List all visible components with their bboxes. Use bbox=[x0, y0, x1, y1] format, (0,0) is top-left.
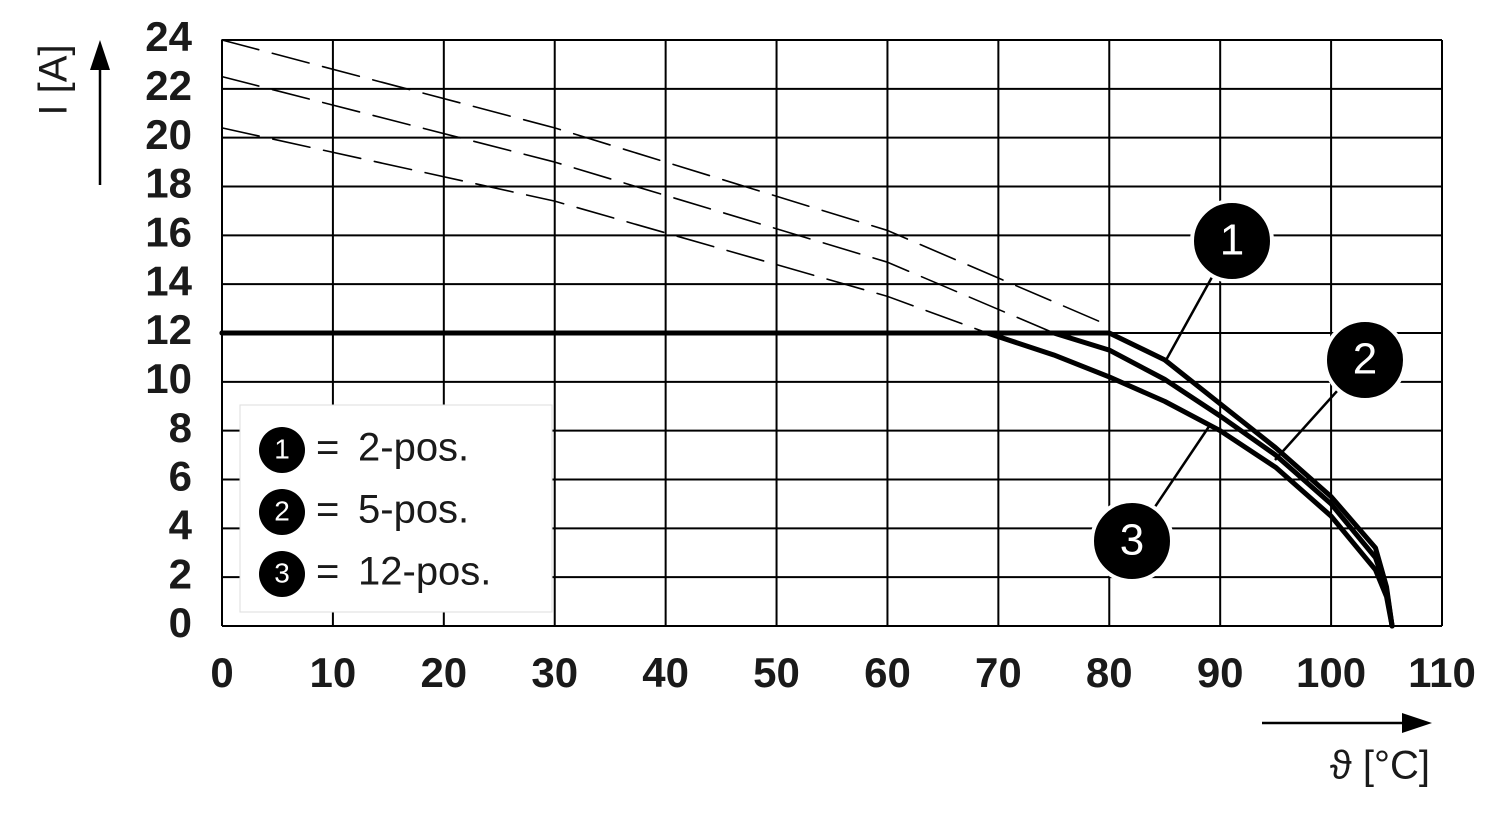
y-tick-label: 12 bbox=[145, 306, 192, 353]
derating-curve bbox=[219, 330, 1395, 629]
y-tick-label: 18 bbox=[145, 160, 192, 207]
derating-curve bbox=[219, 330, 1395, 629]
x-tick-label: 30 bbox=[531, 649, 578, 696]
y-tick-label: 10 bbox=[145, 355, 192, 402]
x-axis-arrowhead bbox=[1402, 713, 1432, 733]
y-tick-label: 20 bbox=[145, 111, 192, 158]
y-tick-label: 8 bbox=[169, 404, 192, 451]
callout-badge bbox=[1090, 499, 1174, 583]
x-tick-label: 0 bbox=[210, 649, 233, 696]
legend-number: 1 bbox=[274, 433, 290, 464]
callout-badge bbox=[1190, 199, 1274, 283]
x-tick-label: 50 bbox=[753, 649, 800, 696]
legend-badge bbox=[259, 427, 305, 473]
y-tick-label: 16 bbox=[145, 208, 192, 255]
callout-number: 3 bbox=[1120, 516, 1144, 565]
x-tick-label: 80 bbox=[1086, 649, 1133, 696]
legend-label: 12-pos. bbox=[358, 550, 491, 594]
x-tick-label: 10 bbox=[310, 649, 357, 696]
y-axis-arrowhead bbox=[90, 40, 110, 70]
y-tick-label: 14 bbox=[145, 257, 192, 304]
y-tick-label: 4 bbox=[169, 501, 193, 548]
legend-separator: = bbox=[316, 426, 339, 470]
y-tick-label: 22 bbox=[145, 62, 192, 109]
callout-badge bbox=[1323, 318, 1407, 402]
legend-number: 2 bbox=[274, 495, 290, 526]
callout-number: 1 bbox=[1220, 216, 1244, 265]
x-tick-label: 20 bbox=[420, 649, 467, 696]
y-axis-label: I [A] bbox=[32, 44, 76, 115]
x-tick-label: 70 bbox=[975, 649, 1022, 696]
x-tick-label: 60 bbox=[864, 649, 911, 696]
dashed-curve bbox=[221, 127, 989, 334]
legend-label: 2-pos. bbox=[358, 426, 469, 470]
x-tick-label: 90 bbox=[1197, 649, 1244, 696]
legend-label: 5-pos. bbox=[358, 488, 469, 532]
legend-badge bbox=[259, 551, 305, 597]
x-axis-label: ϑ [°C] bbox=[1330, 744, 1430, 788]
dashed-curve bbox=[221, 75, 1055, 334]
x-tick-label: 110 bbox=[1408, 649, 1476, 696]
x-tick-label: 100 bbox=[1296, 649, 1366, 696]
legend-badge bbox=[259, 489, 305, 535]
callout-number: 2 bbox=[1353, 335, 1377, 384]
legend-number: 3 bbox=[274, 557, 290, 588]
y-tick-label: 2 bbox=[169, 550, 192, 597]
legend-separator: = bbox=[316, 550, 339, 594]
dashed-curve bbox=[221, 39, 1111, 327]
x-tick-label: 40 bbox=[642, 649, 689, 696]
y-tick-label: 24 bbox=[145, 13, 192, 60]
legend-separator: = bbox=[316, 488, 339, 532]
y-tick-label: 6 bbox=[169, 453, 192, 500]
y-tick-label: 0 bbox=[169, 599, 192, 646]
